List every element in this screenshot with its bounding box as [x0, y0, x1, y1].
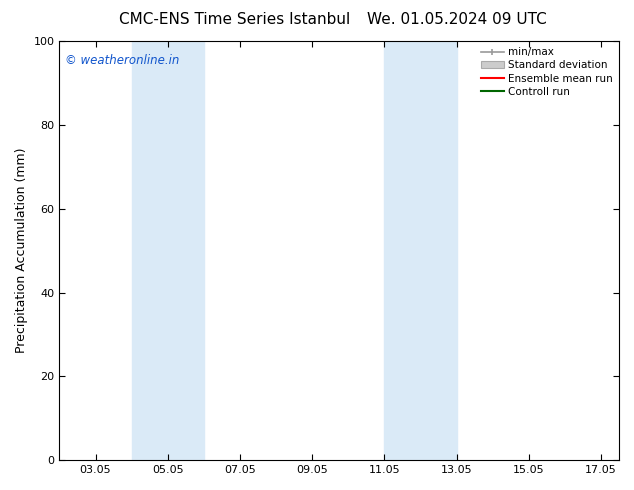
Bar [384, 41, 420, 460]
Text: CMC-ENS Time Series Istanbul: CMC-ENS Time Series Istanbul [119, 12, 350, 27]
Bar [420, 41, 456, 460]
Bar [132, 41, 168, 460]
Legend: min/max, Standard deviation, Ensemble mean run, Controll run: min/max, Standard deviation, Ensemble me… [477, 43, 617, 101]
Y-axis label: Precipitation Accumulation (mm): Precipitation Accumulation (mm) [15, 148, 28, 353]
Text: © weatheronline.in: © weatheronline.in [65, 53, 179, 67]
Text: We. 01.05.2024 09 UTC: We. 01.05.2024 09 UTC [366, 12, 547, 27]
Bar [168, 41, 204, 460]
